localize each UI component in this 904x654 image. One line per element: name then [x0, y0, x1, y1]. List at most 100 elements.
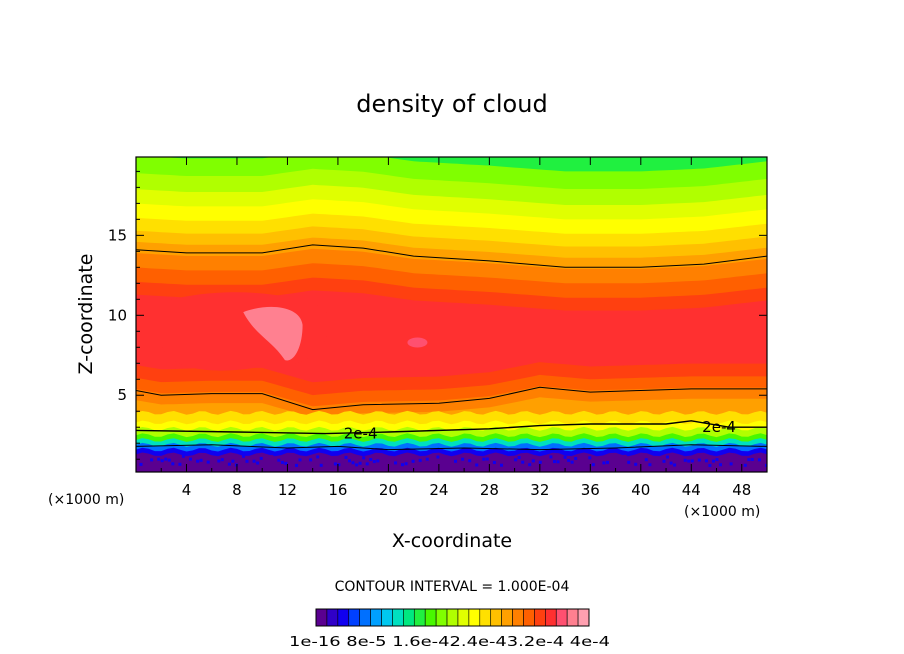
speckle: [362, 456, 366, 460]
speckle: [683, 458, 687, 462]
speckle: [164, 457, 168, 461]
speckle: [178, 462, 182, 466]
speckle: [701, 458, 705, 462]
speckle: [157, 457, 161, 461]
speckle: [464, 456, 468, 460]
speckle: [284, 461, 288, 465]
speckle: [210, 463, 214, 467]
speckle: [192, 462, 196, 466]
core-spot: [407, 337, 428, 348]
contour-labels: 2e-4 2e-4: [344, 418, 736, 442]
speckle: [450, 457, 454, 461]
speckle: [531, 459, 535, 463]
speckle: [394, 461, 397, 465]
speckle: [757, 458, 761, 462]
speckle: [136, 459, 139, 463]
speckle: [227, 462, 231, 466]
speckle: [355, 463, 359, 467]
x-unit-right: (×1000 m): [684, 504, 760, 520]
colorbar-swatch: [512, 608, 524, 627]
speckle: [153, 461, 157, 465]
speckle: [503, 462, 507, 466]
speckle: [316, 455, 320, 459]
speckle: [616, 461, 620, 465]
speckle: [507, 461, 510, 465]
speckle: [743, 463, 747, 467]
colorbar-swatch: [392, 608, 404, 627]
speckle: [560, 462, 563, 466]
speckle: [199, 458, 203, 462]
speckle: [312, 462, 316, 466]
speckle: [277, 458, 281, 462]
speckle: [295, 463, 298, 467]
speckle: [606, 460, 609, 464]
speckle: [217, 459, 221, 463]
x-axis-label: X-coordinate: [392, 530, 512, 552]
speckle: [602, 461, 606, 465]
speckle: [478, 459, 482, 463]
speckle: [160, 459, 164, 463]
speckle: [542, 463, 546, 467]
speckle: [715, 458, 719, 462]
x-tick-label: 48: [732, 481, 751, 499]
colorbar-swatch: [435, 608, 448, 627]
speckle: [514, 458, 518, 462]
speckle: [401, 463, 404, 467]
speckle: [411, 459, 415, 463]
speckle: [538, 460, 542, 464]
x-tick-label: 40: [631, 481, 650, 499]
speckle: [765, 463, 767, 467]
speckle: [150, 458, 154, 462]
x-tick-label: 8: [232, 481, 242, 499]
speckle: [485, 457, 489, 461]
y-tick-label: 10: [108, 306, 127, 324]
speckle: [729, 462, 733, 466]
speckle: [234, 463, 238, 467]
speckle: [196, 459, 200, 463]
speckle: [139, 462, 143, 466]
x-tick-label: 12: [278, 481, 297, 499]
speckle: [669, 461, 673, 465]
speckle: [181, 454, 185, 458]
speckle: [379, 463, 383, 467]
colorbar-swatch: [315, 608, 328, 627]
x-unit-left: (×1000 m): [48, 492, 124, 508]
speckle: [348, 459, 351, 463]
speckle: [722, 459, 726, 463]
speckle: [588, 456, 592, 460]
base-speckle: [136, 454, 767, 467]
speckle: [206, 460, 210, 464]
speckle: [326, 457, 330, 461]
colorbar-swatch: [490, 608, 502, 627]
speckle: [319, 463, 323, 467]
speckle: [305, 459, 309, 463]
colorbar-swatch: [359, 608, 371, 627]
speckle: [687, 459, 691, 463]
speckle: [627, 460, 631, 464]
speckle: [641, 458, 645, 462]
x-tick-label: 24: [429, 481, 448, 499]
contour-line: [136, 420, 767, 435]
speckle: [620, 462, 624, 466]
speckle: [203, 462, 207, 466]
speckle: [291, 461, 295, 465]
speckle: [309, 458, 313, 462]
speckle: [726, 454, 730, 458]
y-tick-label: 5: [117, 386, 127, 404]
speckle: [256, 461, 260, 465]
speckle: [185, 460, 189, 463]
colorbar-swatch: [337, 608, 350, 627]
speckle: [404, 462, 408, 466]
contour-label: 2e-4: [702, 418, 736, 436]
speckle: [273, 456, 277, 460]
speckle: [662, 459, 666, 463]
speckle: [171, 462, 175, 466]
speckle: [535, 460, 539, 464]
speckle: [432, 459, 436, 463]
speckle: [595, 462, 599, 466]
x-tick-label: 4: [182, 481, 192, 499]
y-axis-ticks: 5 10 15: [108, 170, 767, 460]
colorbar-swatch: [413, 608, 426, 627]
speckle: [337, 463, 341, 467]
